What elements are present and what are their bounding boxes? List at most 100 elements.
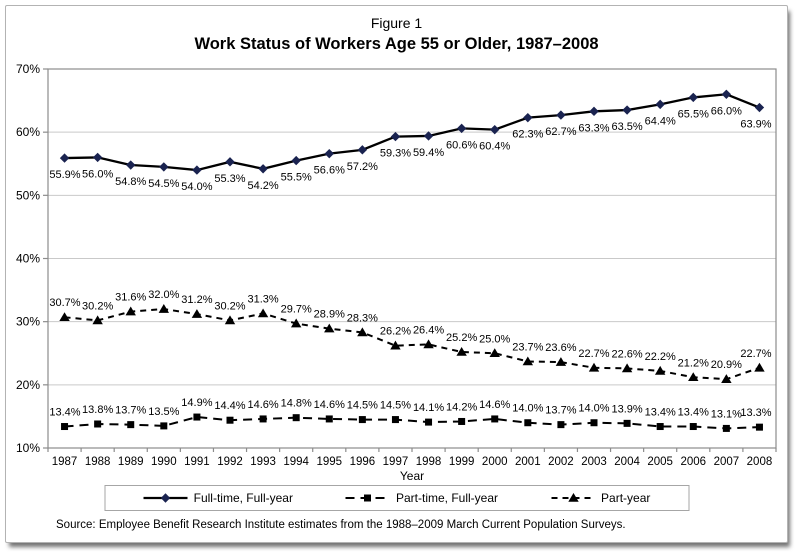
source-note: Source: Employee Benefit Research Instit… bbox=[56, 519, 626, 531]
x-axis-tick-label: 1993 bbox=[250, 456, 276, 468]
x-axis-tick-label: 2001 bbox=[515, 456, 541, 468]
data-label: 63.9% bbox=[740, 119, 771, 131]
triangle-marker bbox=[456, 346, 467, 356]
data-label: 31.3% bbox=[247, 293, 278, 305]
data-label: 60.6% bbox=[446, 139, 477, 151]
data-label: 13.3% bbox=[740, 407, 771, 419]
data-label: 66.0% bbox=[711, 105, 742, 117]
data-label: 32.0% bbox=[148, 289, 179, 301]
diamond-marker bbox=[589, 106, 599, 117]
triangle-marker bbox=[423, 339, 434, 349]
x-axis-tick-label: 1999 bbox=[449, 456, 475, 468]
y-axis-tick-label: 30% bbox=[16, 315, 40, 329]
diamond-marker bbox=[59, 153, 70, 163]
x-axis-tick-label: 2005 bbox=[647, 456, 673, 468]
triangle-marker bbox=[324, 323, 335, 333]
diamond-marker bbox=[225, 157, 235, 167]
data-label: 14.6% bbox=[479, 399, 510, 411]
y-axis-tick-label: 50% bbox=[16, 188, 40, 202]
triangle-marker bbox=[158, 304, 170, 313]
diamond-marker bbox=[523, 112, 533, 123]
data-label: 13.4% bbox=[645, 407, 676, 419]
data-label: 62.7% bbox=[545, 126, 576, 138]
y-axis-tick-label: 60% bbox=[16, 125, 40, 139]
data-label: 26.2% bbox=[380, 326, 411, 338]
data-label: 30.7% bbox=[49, 297, 80, 309]
diamond-marker bbox=[192, 165, 202, 175]
data-label: 13.5% bbox=[148, 406, 179, 418]
triangle-marker bbox=[588, 362, 600, 372]
x-axis-tick-label: 2000 bbox=[482, 456, 508, 468]
data-label: 55.9% bbox=[49, 169, 80, 181]
diamond-marker bbox=[655, 99, 665, 110]
data-label: 13.8% bbox=[82, 404, 113, 416]
square-marker bbox=[358, 416, 366, 424]
triangle-marker bbox=[688, 372, 699, 382]
data-label: 22.6% bbox=[611, 348, 642, 360]
square-marker bbox=[94, 420, 102, 428]
data-label: 54.5% bbox=[148, 178, 179, 190]
square-marker bbox=[722, 424, 730, 432]
data-label: 31.2% bbox=[181, 294, 212, 306]
y-axis-tick-label: 10% bbox=[16, 441, 40, 455]
data-label: 31.6% bbox=[115, 292, 146, 304]
diamond-marker bbox=[423, 131, 434, 141]
triangle-marker bbox=[191, 309, 203, 318]
data-label: 26.4% bbox=[413, 324, 444, 336]
diamond-marker bbox=[456, 123, 467, 134]
data-label: 28.3% bbox=[347, 312, 378, 324]
x-axis-title: Year bbox=[400, 469, 424, 483]
legend-marker bbox=[160, 493, 171, 503]
diamond-marker bbox=[258, 164, 268, 174]
data-label: 13.1% bbox=[711, 408, 742, 420]
y-axis-tick-label: 20% bbox=[16, 378, 40, 392]
data-label: 14.0% bbox=[512, 403, 543, 415]
triangle-marker bbox=[59, 312, 70, 322]
data-label: 63.5% bbox=[611, 121, 642, 133]
square-marker bbox=[590, 419, 598, 427]
triangle-marker bbox=[721, 374, 732, 383]
data-label: 14.4% bbox=[214, 400, 245, 412]
figure-number: Figure 1 bbox=[370, 15, 423, 31]
square-marker bbox=[127, 421, 135, 429]
square-marker bbox=[61, 423, 69, 431]
diamond-marker bbox=[291, 155, 301, 166]
diamond-marker bbox=[556, 110, 566, 120]
data-label: 22.2% bbox=[645, 351, 676, 363]
y-axis-tick-label: 40% bbox=[16, 252, 40, 266]
legend-item-part-year: Part-year bbox=[550, 491, 650, 505]
x-axis-tick-label: 2007 bbox=[714, 456, 740, 468]
data-label: 13.4% bbox=[678, 407, 709, 419]
data-label: 28.9% bbox=[314, 309, 345, 321]
square-marker bbox=[524, 419, 532, 427]
figure-panel: Figure 1 Work Status of Workers Age 55 o… bbox=[5, 5, 788, 543]
data-label: 62.3% bbox=[512, 129, 543, 141]
x-axis-tick-label: 1990 bbox=[151, 456, 177, 468]
x-axis-tick-label: 2006 bbox=[680, 456, 706, 468]
data-label: 14.5% bbox=[347, 400, 378, 412]
data-label: 13.9% bbox=[611, 403, 642, 415]
square-marker bbox=[160, 422, 168, 430]
full-time-full-year-line-marker-icon bbox=[143, 493, 188, 503]
data-label: 54.2% bbox=[247, 180, 278, 192]
data-label: 13.7% bbox=[115, 405, 146, 417]
diamond-marker bbox=[92, 152, 103, 163]
x-axis-tick-label: 1992 bbox=[217, 456, 243, 468]
triangle-marker bbox=[290, 318, 302, 328]
data-label: 64.4% bbox=[645, 115, 676, 127]
square-marker bbox=[391, 416, 399, 424]
data-label: 21.2% bbox=[678, 357, 709, 369]
data-label: 55.5% bbox=[281, 172, 312, 184]
square-marker bbox=[623, 419, 631, 427]
triangle-marker bbox=[754, 362, 765, 372]
y-axis-tick-label: 70% bbox=[16, 62, 40, 76]
data-label: 14.8% bbox=[281, 398, 312, 410]
legend: Full-time, Full-year Part-time, Full-yea… bbox=[104, 485, 689, 511]
legend-marker bbox=[567, 493, 579, 502]
square-marker bbox=[259, 415, 267, 423]
data-label: 14.5% bbox=[380, 400, 411, 412]
x-axis-tick-label: 1996 bbox=[350, 456, 376, 468]
diamond-marker bbox=[324, 148, 334, 159]
triangle-marker bbox=[555, 357, 567, 366]
series-line bbox=[64, 308, 760, 381]
